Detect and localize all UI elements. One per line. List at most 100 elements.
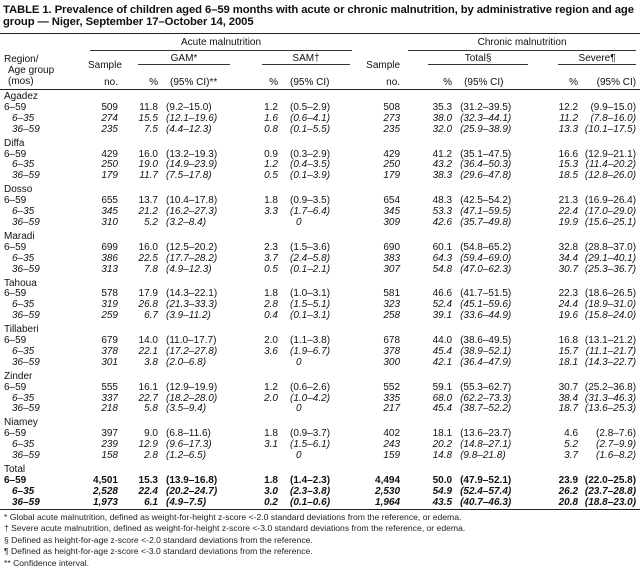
gam-sample-no: 179 xyxy=(101,170,118,182)
total-ci: (52.4–57.4) xyxy=(460,485,512,497)
gam-sample-no: 679 xyxy=(101,335,118,347)
gam-sample-no: 239 xyxy=(101,439,118,451)
gam-ci: (17.7–28.2) xyxy=(166,252,218,264)
gam-sample-no: 397 xyxy=(101,428,118,440)
total-ci: (38.9–52.1) xyxy=(460,345,512,357)
sam-pct: 0.9 xyxy=(264,148,278,160)
chronic-sample-no: 4,494 xyxy=(375,474,401,486)
gam-sample-no: 313 xyxy=(101,263,118,275)
age-group: 36–59 xyxy=(12,170,40,182)
severe-ci: (16.9–26.4) xyxy=(584,195,637,207)
total-header: Total§ xyxy=(428,53,529,65)
gam-sample-no: 578 xyxy=(101,288,118,300)
gam-pct: 22.4 xyxy=(138,485,158,497)
table-row: 36–59 235 7.5 (4.4–12.3) 0.8 (0.1–5.5) 235 32.0… xyxy=(0,123,640,136)
total-pct: 20.2 xyxy=(432,439,453,451)
sam-pct: 1.8 xyxy=(264,195,278,207)
footnote: * Global acute malnutrition, defined as … xyxy=(4,511,462,522)
sample-header-acute: Sample xyxy=(88,60,122,71)
sam-ci: (2.3–3.8) xyxy=(290,485,331,497)
gam-pct: 17.9 xyxy=(138,288,158,300)
total-pct: 42.1 xyxy=(432,356,453,368)
total-ci: (54.8–65.2) xyxy=(460,241,512,253)
region-name: Tillaberi xyxy=(4,324,39,336)
sam-pct: 1.2 xyxy=(264,159,278,171)
sample-no-chronic: no. xyxy=(386,77,401,88)
severe-ci: (15.6–25.1) xyxy=(584,216,637,228)
severe-ci: (28.8–37.0) xyxy=(584,241,637,253)
sam-ci: 0 xyxy=(296,216,302,228)
chronic-sample-no: 552 xyxy=(383,381,401,393)
severe-pct: 3.7 xyxy=(564,450,579,462)
gam-ci: (3.2–8.4) xyxy=(166,216,207,228)
gam-ci: (20.2–24.7) xyxy=(166,485,218,497)
severe-ci: (14.3–22.7) xyxy=(584,356,637,368)
sam-pct: 0.5 xyxy=(264,170,278,182)
total-ci: (55.3–62.7) xyxy=(460,381,512,393)
gam-pct: 9.0 xyxy=(144,428,158,440)
total-pct: 38.3 xyxy=(432,170,453,182)
chronic-sample-no: 300 xyxy=(383,356,401,368)
age-group: 36–59 xyxy=(12,403,40,415)
severe-ci: (18.8–23.0) xyxy=(584,496,637,508)
acute-header-label: Acute malnutrition xyxy=(90,37,353,51)
chronic-sample-no: 402 xyxy=(383,428,401,440)
sam-ci: (1.0–4.2) xyxy=(290,392,331,404)
severe-pct-header: % xyxy=(569,77,579,88)
table-row: 6–35 2,528 22.4 (20.2–24.7) 3.0 (2.3–3.8) 2,53… xyxy=(0,485,640,498)
severe-ci: (10.1–17.5) xyxy=(584,123,637,135)
chronic-sample-no: 383 xyxy=(383,252,401,264)
sam-ci: (0.1–0.6) xyxy=(290,496,331,508)
gam-pct: 15.5 xyxy=(138,112,158,124)
age-group: 6–59 xyxy=(4,428,27,440)
severe-pct: 13.3 xyxy=(558,123,579,135)
total-ci: (13.6–23.7) xyxy=(460,428,512,440)
total-pct: 59.1 xyxy=(432,381,453,393)
chronic-sample-no: 217 xyxy=(383,403,401,415)
severe-ci: (11.1–21.7) xyxy=(585,345,637,357)
gam-pct: 3.8 xyxy=(144,356,158,368)
sam-ci: (0.1–3.1) xyxy=(290,310,331,322)
severe-pct: 16.8 xyxy=(558,335,579,347)
footnote: ¶ Defined as height-for-age z-score <-3.… xyxy=(4,546,313,557)
sam-ci: (0.6–2.6) xyxy=(290,381,331,393)
age-group: 6–59 xyxy=(4,381,27,393)
acute-malnutrition-header: Acute malnutrition xyxy=(88,34,364,51)
total-pct: 64.3 xyxy=(432,252,453,264)
severe-pct: 38.4 xyxy=(558,392,579,404)
sam-ci: (0.1–5.5) xyxy=(290,123,331,135)
sam-ci: 0 xyxy=(296,450,302,462)
severe-pct: 18.7 xyxy=(558,403,579,415)
gam-ci: (4.9–7.5) xyxy=(166,496,207,508)
footnote: ** Confidence interval. xyxy=(4,557,90,568)
sam-ci: (0.1–2.1) xyxy=(290,263,331,275)
sam-ci: 0 xyxy=(296,356,302,368)
gam-sample-no: 555 xyxy=(101,381,118,393)
total-pct: 46.6 xyxy=(432,288,453,300)
chronic-sample-no: 345 xyxy=(383,206,401,218)
severe-pct: 11.2 xyxy=(559,112,579,124)
sam-ci: (1.5–3.6) xyxy=(290,241,331,253)
table-row: 6–59 679 14.0 (11.0–17.7) 2.0 (1.1–3.8) 678 44.… xyxy=(0,335,640,347)
severe-pct: 23.9 xyxy=(558,474,579,486)
gam-sample-no: 4,501 xyxy=(92,474,118,486)
sam-ci: (1.4–2.3) xyxy=(290,474,331,486)
footnote: † Severe acute malnutrition, defined as … xyxy=(4,523,466,534)
gam-ci: (6.8–11.6) xyxy=(166,428,211,440)
region-name: Diffa xyxy=(4,137,25,149)
age-group: 6–35 xyxy=(12,392,35,404)
chronic-sample-no: 1,964 xyxy=(375,496,401,508)
gam-ci: (4.4–12.3) xyxy=(166,123,212,135)
age-group: 6–35 xyxy=(12,345,35,357)
total-ci: (45.1–59.6) xyxy=(460,299,512,311)
severe-ci: (18.6–26.5) xyxy=(584,288,637,300)
chronic-sample-no: 273 xyxy=(383,112,401,124)
total-ci: (33.6–44.9) xyxy=(460,310,512,322)
table-body: Agadez 6–59 509 11.8 (9.2–15.0) 1.2 (0.5–2.9) 5… xyxy=(0,90,640,509)
age-group: 6–35 xyxy=(12,206,35,218)
table-row: 6–35 378 22.1 (17.2–27.8) 3.6 (1.9–6.7) 378 45.… xyxy=(0,345,640,358)
gam-ci: (3.5–9.4) xyxy=(166,403,207,415)
chronic-sample-no: 581 xyxy=(383,288,401,300)
table-header: Acute malnutrition Chronic malnutrition … xyxy=(0,34,640,90)
severe-ci: (1.6–8.2) xyxy=(596,450,637,462)
